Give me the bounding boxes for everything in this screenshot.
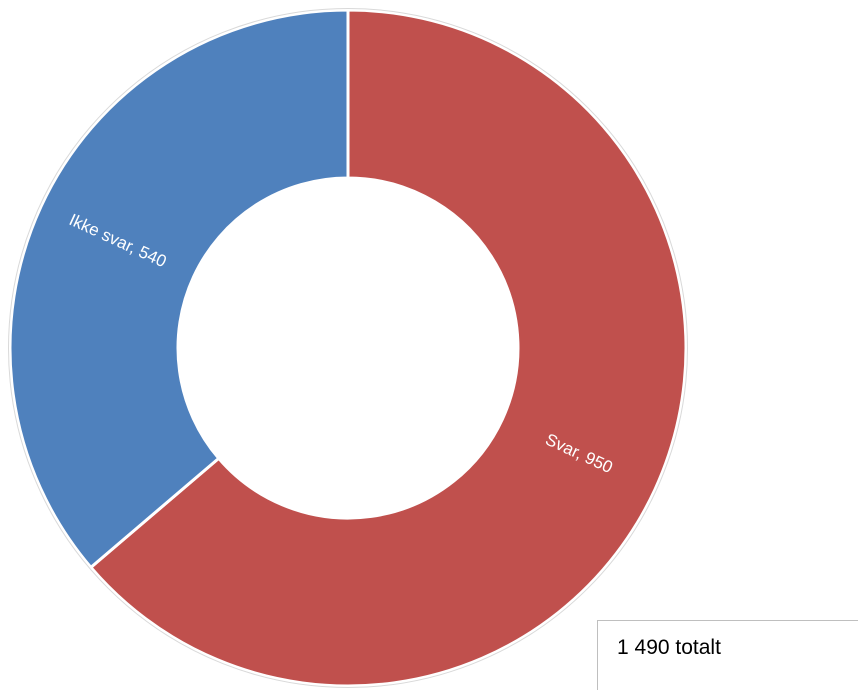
slice-svar	[88, 8, 688, 688]
total-count-box: 1 490 totalt	[597, 620, 858, 690]
chart-slices	[8, 8, 688, 688]
donut-outline	[8, 8, 688, 688]
slice-ikke-svar	[8, 8, 350, 570]
total-count-text: 1 490 totalt	[617, 636, 721, 659]
